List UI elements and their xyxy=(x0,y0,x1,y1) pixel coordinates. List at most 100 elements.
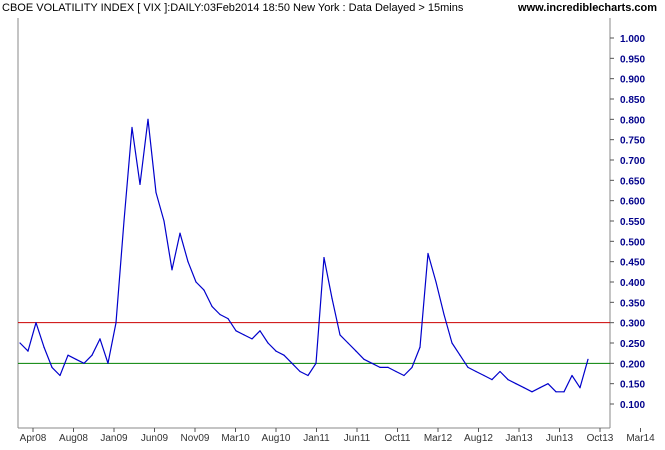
data-point xyxy=(67,354,69,356)
data-point xyxy=(59,374,61,377)
x-tick-label: Aug12 xyxy=(464,433,493,444)
y-tick-label: 1.000 xyxy=(620,34,645,45)
data-point xyxy=(307,374,309,377)
y-tick-label: 0.200 xyxy=(620,359,645,370)
y-tick-label: 0.600 xyxy=(620,197,645,208)
data-point xyxy=(115,322,117,324)
data-point xyxy=(195,281,197,283)
data-point xyxy=(35,322,37,324)
x-tick-label: Oct11 xyxy=(385,433,411,444)
x-tick-label: Jan11 xyxy=(303,433,330,444)
y-tick-label: 0.400 xyxy=(620,278,645,289)
data-point xyxy=(411,366,413,368)
data-point xyxy=(315,362,317,364)
x-tick-label: Jun13 xyxy=(546,433,574,444)
y-tick-label: 0.950 xyxy=(620,54,645,65)
data-point xyxy=(403,374,405,377)
site-url[interactable]: www.incrediblecharts.com xyxy=(518,2,657,14)
data-point xyxy=(283,354,285,356)
data-point xyxy=(243,334,245,336)
y-tick-label: 0.800 xyxy=(620,115,645,126)
data-point xyxy=(451,342,453,344)
y-tick-label: 0.300 xyxy=(620,319,645,330)
data-point xyxy=(363,358,365,360)
data-point xyxy=(91,354,93,356)
x-tick-label: Jun11 xyxy=(344,433,371,444)
data-point xyxy=(459,354,461,356)
data-point xyxy=(139,183,141,185)
data-point xyxy=(563,391,565,393)
x-tick-label: Jan13 xyxy=(505,433,533,444)
data-point xyxy=(267,342,269,344)
x-tick-label: Nov09 xyxy=(181,433,210,444)
y-tick-label: 0.550 xyxy=(620,217,645,228)
data-point xyxy=(99,338,101,340)
y-tick-label: 0.700 xyxy=(620,156,645,167)
data-point xyxy=(211,305,213,307)
y-tick-label: 0.150 xyxy=(620,380,645,391)
data-point xyxy=(331,297,333,299)
x-tick-label: Apr08 xyxy=(20,433,47,444)
reference-lines xyxy=(18,322,610,364)
data-point xyxy=(387,366,389,368)
chart-title: CBOE VOLATILITY INDEX [ VIX ]:DAILY:03Fe… xyxy=(2,2,464,14)
data-point xyxy=(51,366,53,368)
data-point xyxy=(259,330,261,332)
data-point xyxy=(203,289,205,291)
y-tick-label: 0.750 xyxy=(620,136,645,147)
x-tick-label: Jun09 xyxy=(141,433,169,444)
x-tick-label: Mar12 xyxy=(424,433,453,444)
data-point xyxy=(227,318,229,320)
data-point xyxy=(291,362,293,364)
data-point xyxy=(179,232,181,234)
data-point xyxy=(107,362,109,364)
series-group xyxy=(19,118,589,393)
x-tick-label: Jan09 xyxy=(100,433,128,444)
data-point xyxy=(555,391,557,393)
data-point xyxy=(587,358,589,360)
data-point xyxy=(571,374,573,377)
data-point xyxy=(355,350,357,352)
data-point xyxy=(171,269,173,271)
x-tick-label: Aug08 xyxy=(59,433,88,444)
data-point xyxy=(75,358,77,360)
data-point xyxy=(435,281,437,283)
data-point xyxy=(123,220,125,222)
x-tick-label: Mar10 xyxy=(221,433,250,444)
data-point xyxy=(379,366,381,368)
data-point xyxy=(275,350,277,352)
y-tick-label: 0.900 xyxy=(620,75,645,86)
x-axis: Apr08 Aug08 Jan09 Jun09 Nov09 Mar10 Aug10 Jan11… xyxy=(20,428,655,444)
data-point xyxy=(339,334,341,336)
y-axis: 1.000 0.950 0.900 0.850 0.800 0.750 0.700 0.650… xyxy=(610,34,645,411)
data-point xyxy=(475,370,477,373)
data-point xyxy=(483,374,485,377)
data-point xyxy=(219,313,221,316)
data-point xyxy=(83,362,85,364)
data-point xyxy=(347,342,349,344)
data-point xyxy=(43,346,45,348)
data-point xyxy=(299,370,301,373)
data-point xyxy=(323,257,325,259)
y-tick-label: 0.100 xyxy=(620,400,645,411)
data-point xyxy=(395,370,397,373)
y-tick-label: 0.500 xyxy=(620,237,645,248)
data-point xyxy=(187,261,189,263)
data-point xyxy=(147,118,149,120)
y-tick-label: 0.250 xyxy=(620,339,645,350)
data-point xyxy=(579,387,581,389)
y-tick-label: 0.450 xyxy=(620,258,645,269)
data-point xyxy=(371,362,373,364)
data-point xyxy=(251,338,253,340)
y-tick-label: 0.650 xyxy=(620,176,645,187)
data-point xyxy=(515,383,517,385)
y-tick-label: 0.350 xyxy=(620,298,645,309)
vix-series-line xyxy=(19,118,589,393)
data-point xyxy=(131,126,133,129)
data-point xyxy=(27,350,29,352)
y-tick-label: 0.850 xyxy=(620,95,645,106)
data-point xyxy=(419,346,421,348)
data-point xyxy=(235,330,237,332)
data-point xyxy=(427,252,429,255)
